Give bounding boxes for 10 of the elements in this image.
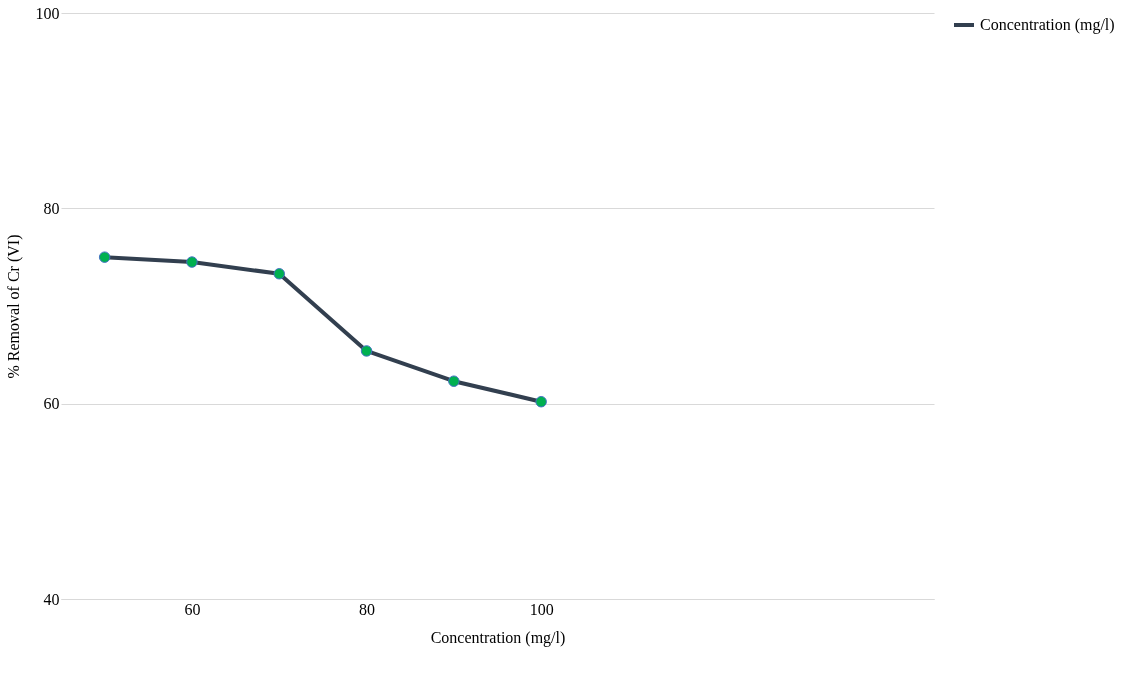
legend-label: Concentration (mg/l) [980, 16, 1115, 34]
y-tick-label: 100 [35, 4, 60, 22]
x-axis-title: Concentration (mg/l) [430, 628, 566, 647]
x-tick-label: 100 [529, 600, 554, 618]
y-tick-label: 40 [43, 590, 60, 608]
y-tick-label: 80 [43, 199, 60, 217]
x-tick-label: 80 [359, 600, 376, 618]
x-tick-label: 60 [184, 600, 201, 618]
y-axis-title: % Removal of Cr (VI) [4, 234, 23, 379]
y-tick-label: 60 [43, 395, 60, 413]
